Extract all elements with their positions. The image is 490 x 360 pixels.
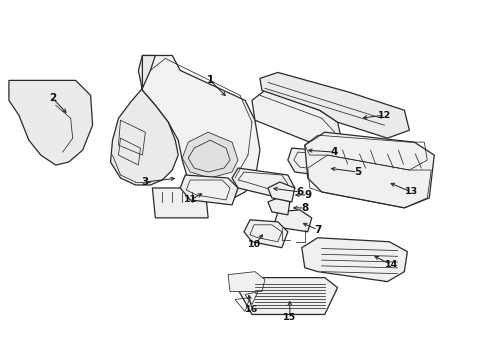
Text: 2: 2 [49,93,56,103]
Polygon shape [152,188,208,218]
Text: 9: 9 [304,190,311,200]
Polygon shape [111,55,178,185]
Text: 6: 6 [296,187,303,197]
Polygon shape [288,148,347,178]
Text: 12: 12 [378,111,391,120]
Text: 5: 5 [354,167,361,177]
Polygon shape [302,238,407,282]
Polygon shape [244,220,288,248]
Polygon shape [275,210,312,232]
Polygon shape [232,168,295,200]
Polygon shape [268,182,295,202]
Polygon shape [238,278,338,315]
Text: 14: 14 [385,260,398,269]
Text: 13: 13 [405,188,418,197]
Polygon shape [182,132,238,178]
Polygon shape [138,55,260,202]
Polygon shape [268,198,290,215]
Text: 1: 1 [206,75,214,85]
Polygon shape [252,90,342,150]
Text: 15: 15 [283,313,296,322]
Polygon shape [228,272,265,292]
Polygon shape [180,175,238,205]
Polygon shape [9,80,93,165]
Text: 3: 3 [142,177,149,187]
Text: 10: 10 [248,240,262,249]
Polygon shape [260,72,409,138]
Text: 8: 8 [301,203,308,213]
Polygon shape [305,132,434,208]
Text: 4: 4 [331,147,338,157]
Text: 7: 7 [314,225,321,235]
Text: 16: 16 [245,305,259,314]
Text: 11: 11 [184,195,197,204]
